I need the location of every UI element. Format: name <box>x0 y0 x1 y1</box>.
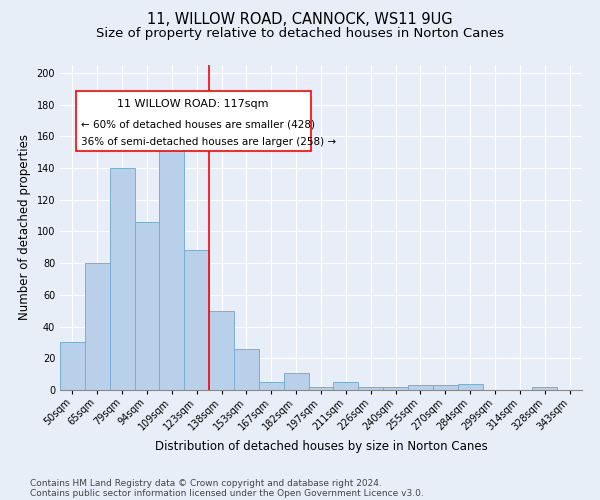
Bar <box>458 384 482 390</box>
Bar <box>234 349 259 390</box>
Bar <box>110 168 134 390</box>
Bar <box>209 310 234 390</box>
Text: 11 WILLOW ROAD: 117sqm: 11 WILLOW ROAD: 117sqm <box>118 99 269 109</box>
X-axis label: Distribution of detached houses by size in Norton Canes: Distribution of detached houses by size … <box>155 440 487 454</box>
Bar <box>284 372 308 390</box>
Bar <box>408 385 433 390</box>
Bar <box>160 133 184 390</box>
Y-axis label: Number of detached properties: Number of detached properties <box>18 134 31 320</box>
Bar <box>334 382 358 390</box>
Bar <box>532 387 557 390</box>
Text: 36% of semi-detached houses are larger (258) →: 36% of semi-detached houses are larger (… <box>81 136 336 146</box>
FancyBboxPatch shape <box>76 91 311 151</box>
Text: 11, WILLOW ROAD, CANNOCK, WS11 9UG: 11, WILLOW ROAD, CANNOCK, WS11 9UG <box>147 12 453 28</box>
Bar <box>184 250 209 390</box>
Bar <box>433 385 458 390</box>
Text: ← 60% of detached houses are smaller (428): ← 60% of detached houses are smaller (42… <box>81 120 315 130</box>
Bar <box>60 342 85 390</box>
Bar <box>308 387 334 390</box>
Bar <box>259 382 284 390</box>
Text: Size of property relative to detached houses in Norton Canes: Size of property relative to detached ho… <box>96 28 504 40</box>
Bar <box>383 387 408 390</box>
Text: Contains public sector information licensed under the Open Government Licence v3: Contains public sector information licen… <box>30 488 424 498</box>
Bar <box>85 263 110 390</box>
Bar <box>358 387 383 390</box>
Text: Contains HM Land Registry data © Crown copyright and database right 2024.: Contains HM Land Registry data © Crown c… <box>30 478 382 488</box>
Bar <box>134 222 160 390</box>
